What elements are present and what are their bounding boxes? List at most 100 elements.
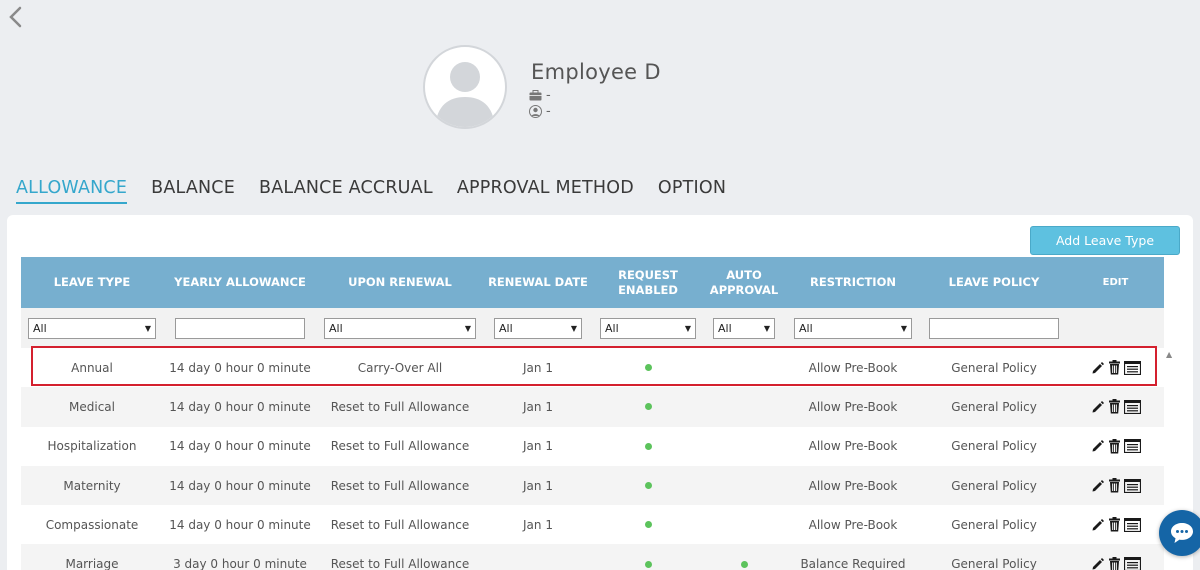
cell-edit (1067, 556, 1164, 570)
filter-request-enabled-select[interactable]: All ▼ (600, 317, 696, 339)
cell-restriction: Allow Pre-Book (808, 360, 898, 375)
tab-balance-accrual[interactable]: BALANCE ACCRUAL (258, 178, 433, 198)
user-circle-icon (529, 105, 542, 118)
cell-request-enabled (593, 482, 703, 490)
column-header-request-enabled[interactable]: REQUEST ENABLED (618, 267, 678, 297)
cell-request-enabled (593, 560, 703, 568)
trash-icon[interactable] (1108, 399, 1121, 414)
cell-leave-type: Compassionate (45, 517, 139, 532)
table-row[interactable]: Hospitalization 14 day 0 hour 0 minute Res… (21, 426, 1164, 466)
list-icon[interactable] (1123, 478, 1141, 493)
column-header-leave-policy[interactable]: LEAVE POLICY (948, 275, 1040, 289)
column-header-restriction[interactable]: RESTRICTION (810, 275, 896, 289)
chat-icon (1171, 523, 1193, 543)
status-dot-icon (644, 364, 652, 372)
table-row[interactable]: Maternity 14 day 0 hour 0 minute Reset to … (21, 465, 1164, 506)
chevron-down-icon: ▼ (144, 323, 151, 333)
cell-restriction: Allow Pre-Book (808, 399, 898, 414)
list-icon[interactable] (1123, 360, 1141, 375)
filter-renewal-date-select[interactable]: All ▼ (494, 317, 582, 339)
back-chevron-icon (9, 6, 22, 28)
cell-edit (1067, 399, 1164, 414)
trash-icon[interactable] (1108, 517, 1121, 532)
cell-renewal-date: Jan 1 (523, 399, 553, 414)
back-button[interactable] (4, 4, 26, 30)
cell-upon-renewal: Reset to Full Allowance (330, 399, 470, 414)
cell-restriction: Balance Required (800, 557, 906, 570)
tab-allowance[interactable]: ALLOWANCE (16, 178, 128, 204)
cell-leave-policy: General Policy (951, 360, 1037, 375)
filter-renewal-date-value: All (499, 321, 513, 335)
filter-leave-policy-input[interactable] (929, 317, 1059, 339)
column-header-leave-type[interactable]: LEAVE TYPE (53, 275, 131, 289)
chevron-down-icon: ▼ (684, 323, 691, 333)
cell-restriction: Allow Pre-Book (808, 439, 898, 454)
chevron-down-icon: ▼ (763, 323, 770, 333)
pencil-icon[interactable] (1091, 361, 1105, 375)
cell-leave-type: Medical (69, 399, 115, 414)
tab-approval-method[interactable]: APPROVAL METHOD (456, 178, 634, 198)
row-actions (1091, 556, 1141, 570)
column-header-auto-approval[interactable]: AUTO APPROVAL (709, 267, 779, 297)
cell-request-enabled (593, 521, 703, 529)
add-leave-type-button[interactable]: Add Leave Type (1030, 226, 1180, 255)
pencil-icon[interactable] (1091, 557, 1105, 570)
table-row[interactable]: Compassionate 14 day 0 hour 0 minute Reset… (21, 505, 1164, 545)
row-actions (1091, 517, 1141, 532)
filter-leave-type-select[interactable]: All ▼ (28, 317, 156, 339)
cell-leave-policy: General Policy (951, 478, 1037, 493)
table-row[interactable]: Annual 14 day 0 hour 0 minute Carry-Over A… (21, 348, 1164, 388)
briefcase-icon (529, 90, 542, 101)
pencil-icon[interactable] (1091, 400, 1105, 414)
column-header-renewal-date[interactable]: RENEWAL DATE (488, 275, 588, 289)
trash-icon[interactable] (1108, 478, 1121, 493)
cell-leave-policy: General Policy (951, 439, 1037, 454)
table-row[interactable]: Marriage 3 day 0 hour 0 minute Reset to Fu… (21, 544, 1164, 570)
tab-balance[interactable]: BALANCE (151, 178, 235, 198)
scroll-up-arrow[interactable]: ▲ (1166, 350, 1173, 359)
list-icon[interactable] (1123, 517, 1141, 532)
list-icon[interactable] (1123, 557, 1141, 570)
table-row[interactable]: Medical 14 day 0 hour 0 minute Reset to Fu… (21, 387, 1164, 427)
chat-button[interactable] (1159, 510, 1200, 556)
trash-icon[interactable] (1108, 438, 1121, 454)
status-dot-icon (740, 560, 748, 568)
cell-restriction: Allow Pre-Book (808, 517, 898, 532)
pencil-icon[interactable] (1091, 479, 1105, 493)
pencil-icon[interactable] (1091, 439, 1105, 453)
cell-yearly-allowance: 14 day 0 hour 0 minute (169, 360, 311, 375)
cell-leave-type: Maternity (63, 478, 121, 493)
employee-position-value: - (546, 88, 551, 103)
cell-yearly-allowance: 14 day 0 hour 0 minute (169, 399, 311, 414)
cell-leave-type: Annual (71, 360, 113, 375)
filter-auto-approval-select[interactable]: All ▼ (713, 317, 775, 339)
cell-request-enabled (593, 442, 703, 450)
filter-upon-renewal-select[interactable]: All ▼ (324, 317, 476, 339)
column-header-upon-renewal[interactable]: UPON RENEWAL (348, 275, 452, 289)
list-icon[interactable] (1123, 399, 1141, 414)
list-icon[interactable] (1123, 439, 1141, 454)
tab-option[interactable]: OPTION (657, 178, 727, 198)
chevron-down-icon: ▼ (900, 323, 907, 333)
table-header: LEAVE TYPE YEARLY ALLOWANCE UPON RENEWAL… (21, 257, 1164, 308)
chevron-down-icon: ▼ (464, 323, 471, 333)
cell-leave-type: Marriage (65, 557, 119, 570)
employee-department-value: - (546, 104, 551, 119)
filter-upon-renewal-value: All (329, 321, 343, 335)
status-dot-icon (644, 521, 652, 529)
filter-restriction-select[interactable]: All ▼ (794, 317, 912, 339)
trash-icon[interactable] (1108, 556, 1121, 570)
cell-leave-policy: General Policy (951, 517, 1037, 532)
filter-leave-type-value: All (33, 321, 47, 335)
table-body: Annual 14 day 0 hour 0 minute Carry-Over A… (21, 348, 1164, 570)
cell-leave-policy: General Policy (951, 399, 1037, 414)
cell-auto-approval (703, 560, 785, 568)
status-dot-icon (644, 442, 652, 450)
column-header-yearly-allowance[interactable]: YEARLY ALLOWANCE (174, 275, 306, 289)
filter-yearly-allowance-input[interactable] (175, 317, 305, 339)
pencil-icon[interactable] (1091, 518, 1105, 532)
filter-row: All ▼ All ▼ All ▼ All ▼ All ▼ All ▼ (21, 308, 1164, 348)
cell-leave-policy: General Policy (951, 557, 1037, 570)
trash-icon[interactable] (1108, 360, 1121, 375)
cell-edit (1067, 360, 1164, 375)
